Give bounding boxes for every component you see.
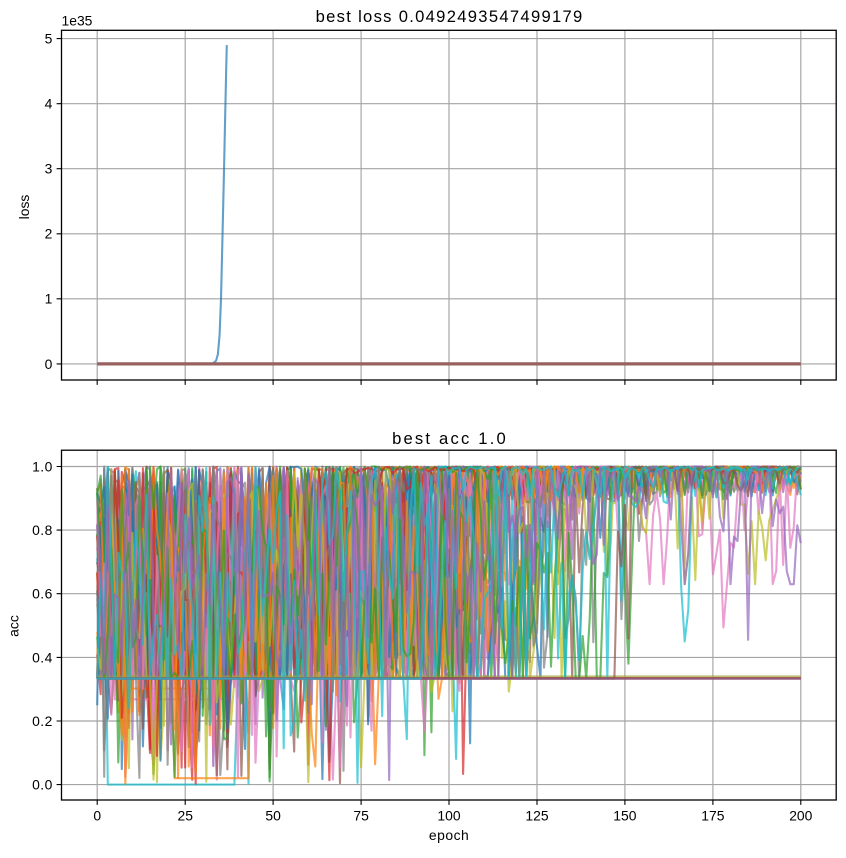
svg-text:0: 0	[93, 808, 101, 824]
svg-text:200: 200	[789, 808, 812, 824]
svg-text:1: 1	[45, 291, 53, 307]
svg-text:4: 4	[45, 96, 53, 112]
svg-text:25: 25	[177, 808, 193, 824]
svg-text:0.4: 0.4	[32, 649, 53, 665]
svg-text:1e35: 1e35	[62, 12, 93, 28]
svg-text:loss: loss	[16, 195, 32, 220]
svg-text:best acc 1.0: best acc 1.0	[392, 429, 508, 448]
svg-text:2: 2	[45, 226, 53, 242]
svg-text:epoch: epoch	[429, 827, 469, 843]
svg-text:0.2: 0.2	[32, 713, 53, 729]
svg-text:175: 175	[701, 808, 724, 824]
svg-text:150: 150	[613, 808, 636, 824]
svg-text:0: 0	[45, 356, 53, 372]
svg-text:100: 100	[437, 808, 460, 824]
svg-text:50: 50	[265, 808, 281, 824]
svg-text:125: 125	[525, 808, 548, 824]
svg-text:0.6: 0.6	[32, 586, 53, 602]
svg-text:5: 5	[45, 31, 53, 47]
svg-text:acc: acc	[5, 615, 21, 637]
svg-text:1.0: 1.0	[32, 458, 53, 474]
svg-text:0.8: 0.8	[32, 522, 53, 538]
svg-text:best loss 0.0492493547499179: best loss 0.0492493547499179	[316, 7, 584, 26]
svg-text:3: 3	[45, 161, 53, 177]
svg-text:0.0: 0.0	[32, 777, 53, 793]
svg-text:75: 75	[353, 808, 369, 824]
